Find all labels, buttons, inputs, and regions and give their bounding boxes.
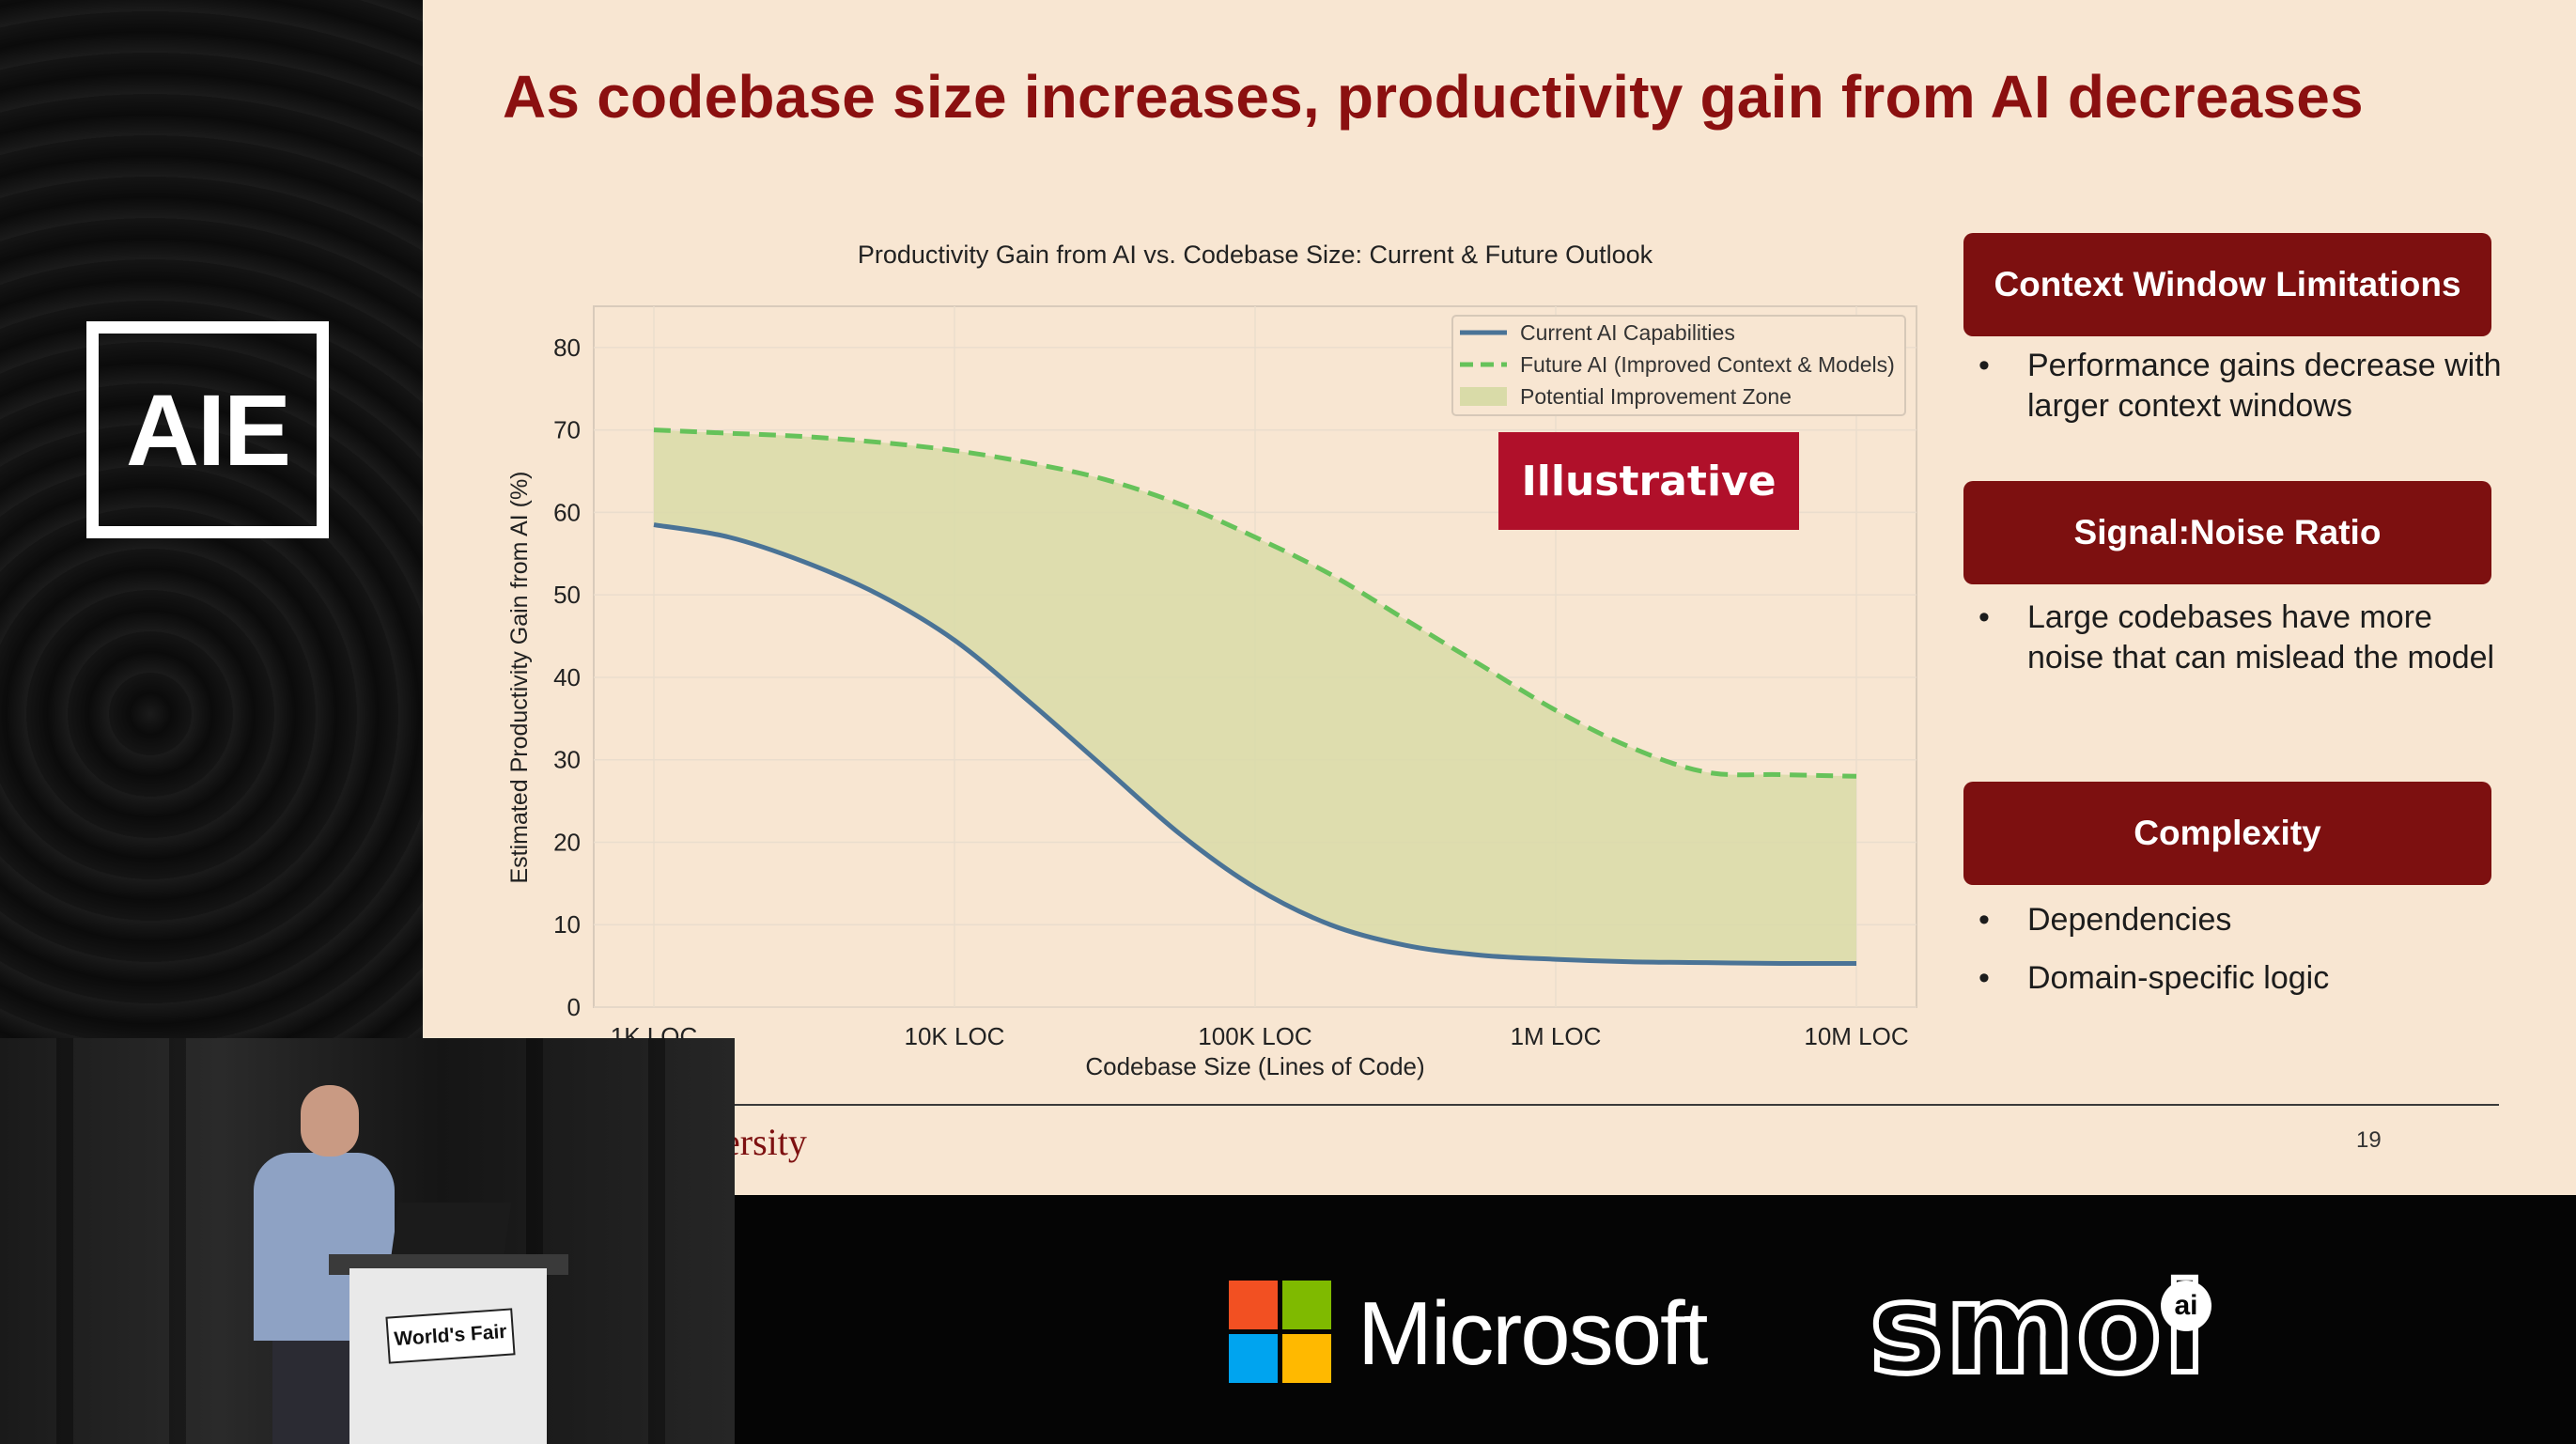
card-signal-noise: Signal:Noise Ratio — [1963, 481, 2491, 584]
slide-title: As codebase size increases, productivity… — [503, 63, 2364, 131]
x-axis-label: Codebase Size (Lines of Code) — [1085, 1052, 1424, 1080]
card-complexity: Complexity — [1963, 782, 2491, 885]
legend-label-zone: Potential Improvement Zone — [1520, 384, 1792, 409]
slide: As codebase size increases, productivity… — [423, 0, 2576, 1195]
podium-label: World's Fair — [385, 1308, 516, 1364]
microsoft-wordmark: Microsoft — [1358, 1283, 1708, 1384]
aie-logo: AIE — [86, 321, 329, 538]
current-ai-line — [653, 522, 1857, 967]
ms-square-green — [1282, 1281, 1331, 1329]
ms-square-yellow — [1282, 1334, 1331, 1383]
legend-label-future: Future AI (Improved Context & Models) — [1520, 352, 1895, 377]
y-tick-label: 0 — [567, 993, 581, 1021]
illustrative-badge: Illustrative — [1498, 432, 1799, 530]
card-context-window: Context Window Limitations — [1963, 233, 2491, 336]
y-axis-label: Estimated Productivity Gain from AI (%) — [506, 471, 533, 883]
x-tick-label: 10M LOC — [1804, 1022, 1908, 1050]
bullet-dependencies: Dependencies — [1979, 900, 2505, 940]
y-tick-label: 40 — [553, 663, 581, 691]
y-tick-label: 10 — [553, 910, 581, 939]
speaker-video: World's Fair — [0, 1038, 735, 1444]
x-tick-label: 10K LOC — [905, 1022, 1005, 1050]
y-tick-label: 20 — [553, 828, 581, 856]
y-tick-label: 60 — [553, 498, 581, 526]
curtain-fold — [169, 1038, 186, 1444]
curtain-fold — [56, 1038, 73, 1444]
page-number: 19 — [2356, 1127, 2382, 1153]
university-wordmark: ersity — [723, 1121, 807, 1163]
bullet-signal-noise: Large codebases have more noise that can… — [1979, 598, 2505, 678]
microsoft-logo-icon — [1229, 1281, 1332, 1384]
speaker-head — [301, 1085, 359, 1157]
y-tick-label: 50 — [553, 581, 581, 609]
ms-square-blue — [1229, 1334, 1278, 1383]
smol-ai-badge: ai — [2161, 1281, 2211, 1331]
improvement-zone-fill — [654, 429, 1856, 964]
aie-logo-text: AIE — [125, 373, 291, 487]
chart-title: Productivity Gain from AI vs. Codebase S… — [858, 241, 1653, 269]
footer-divider — [423, 1104, 2499, 1106]
legend-box — [1451, 315, 1906, 416]
curtain-fold — [648, 1038, 665, 1444]
smol-wordmark: smol — [1867, 1254, 2209, 1405]
x-tick-label: 100K LOC — [1198, 1022, 1311, 1050]
y-tick-label: 30 — [553, 746, 581, 774]
bullet-domain-logic: Domain-specific logic — [1979, 958, 2505, 999]
legend-label-current: Current AI Capabilities — [1520, 320, 1735, 345]
future-ai-line — [653, 427, 1857, 779]
legend-swatch-zone — [1460, 387, 1507, 406]
y-tick-label: 70 — [553, 416, 581, 444]
x-tick-label: 1M LOC — [1511, 1022, 1602, 1050]
y-tick-label: 80 — [553, 334, 581, 362]
laptop — [390, 1203, 512, 1261]
bullet-context-window: Performance gains decrease with larger c… — [1979, 346, 2505, 427]
ms-square-red — [1229, 1281, 1278, 1329]
